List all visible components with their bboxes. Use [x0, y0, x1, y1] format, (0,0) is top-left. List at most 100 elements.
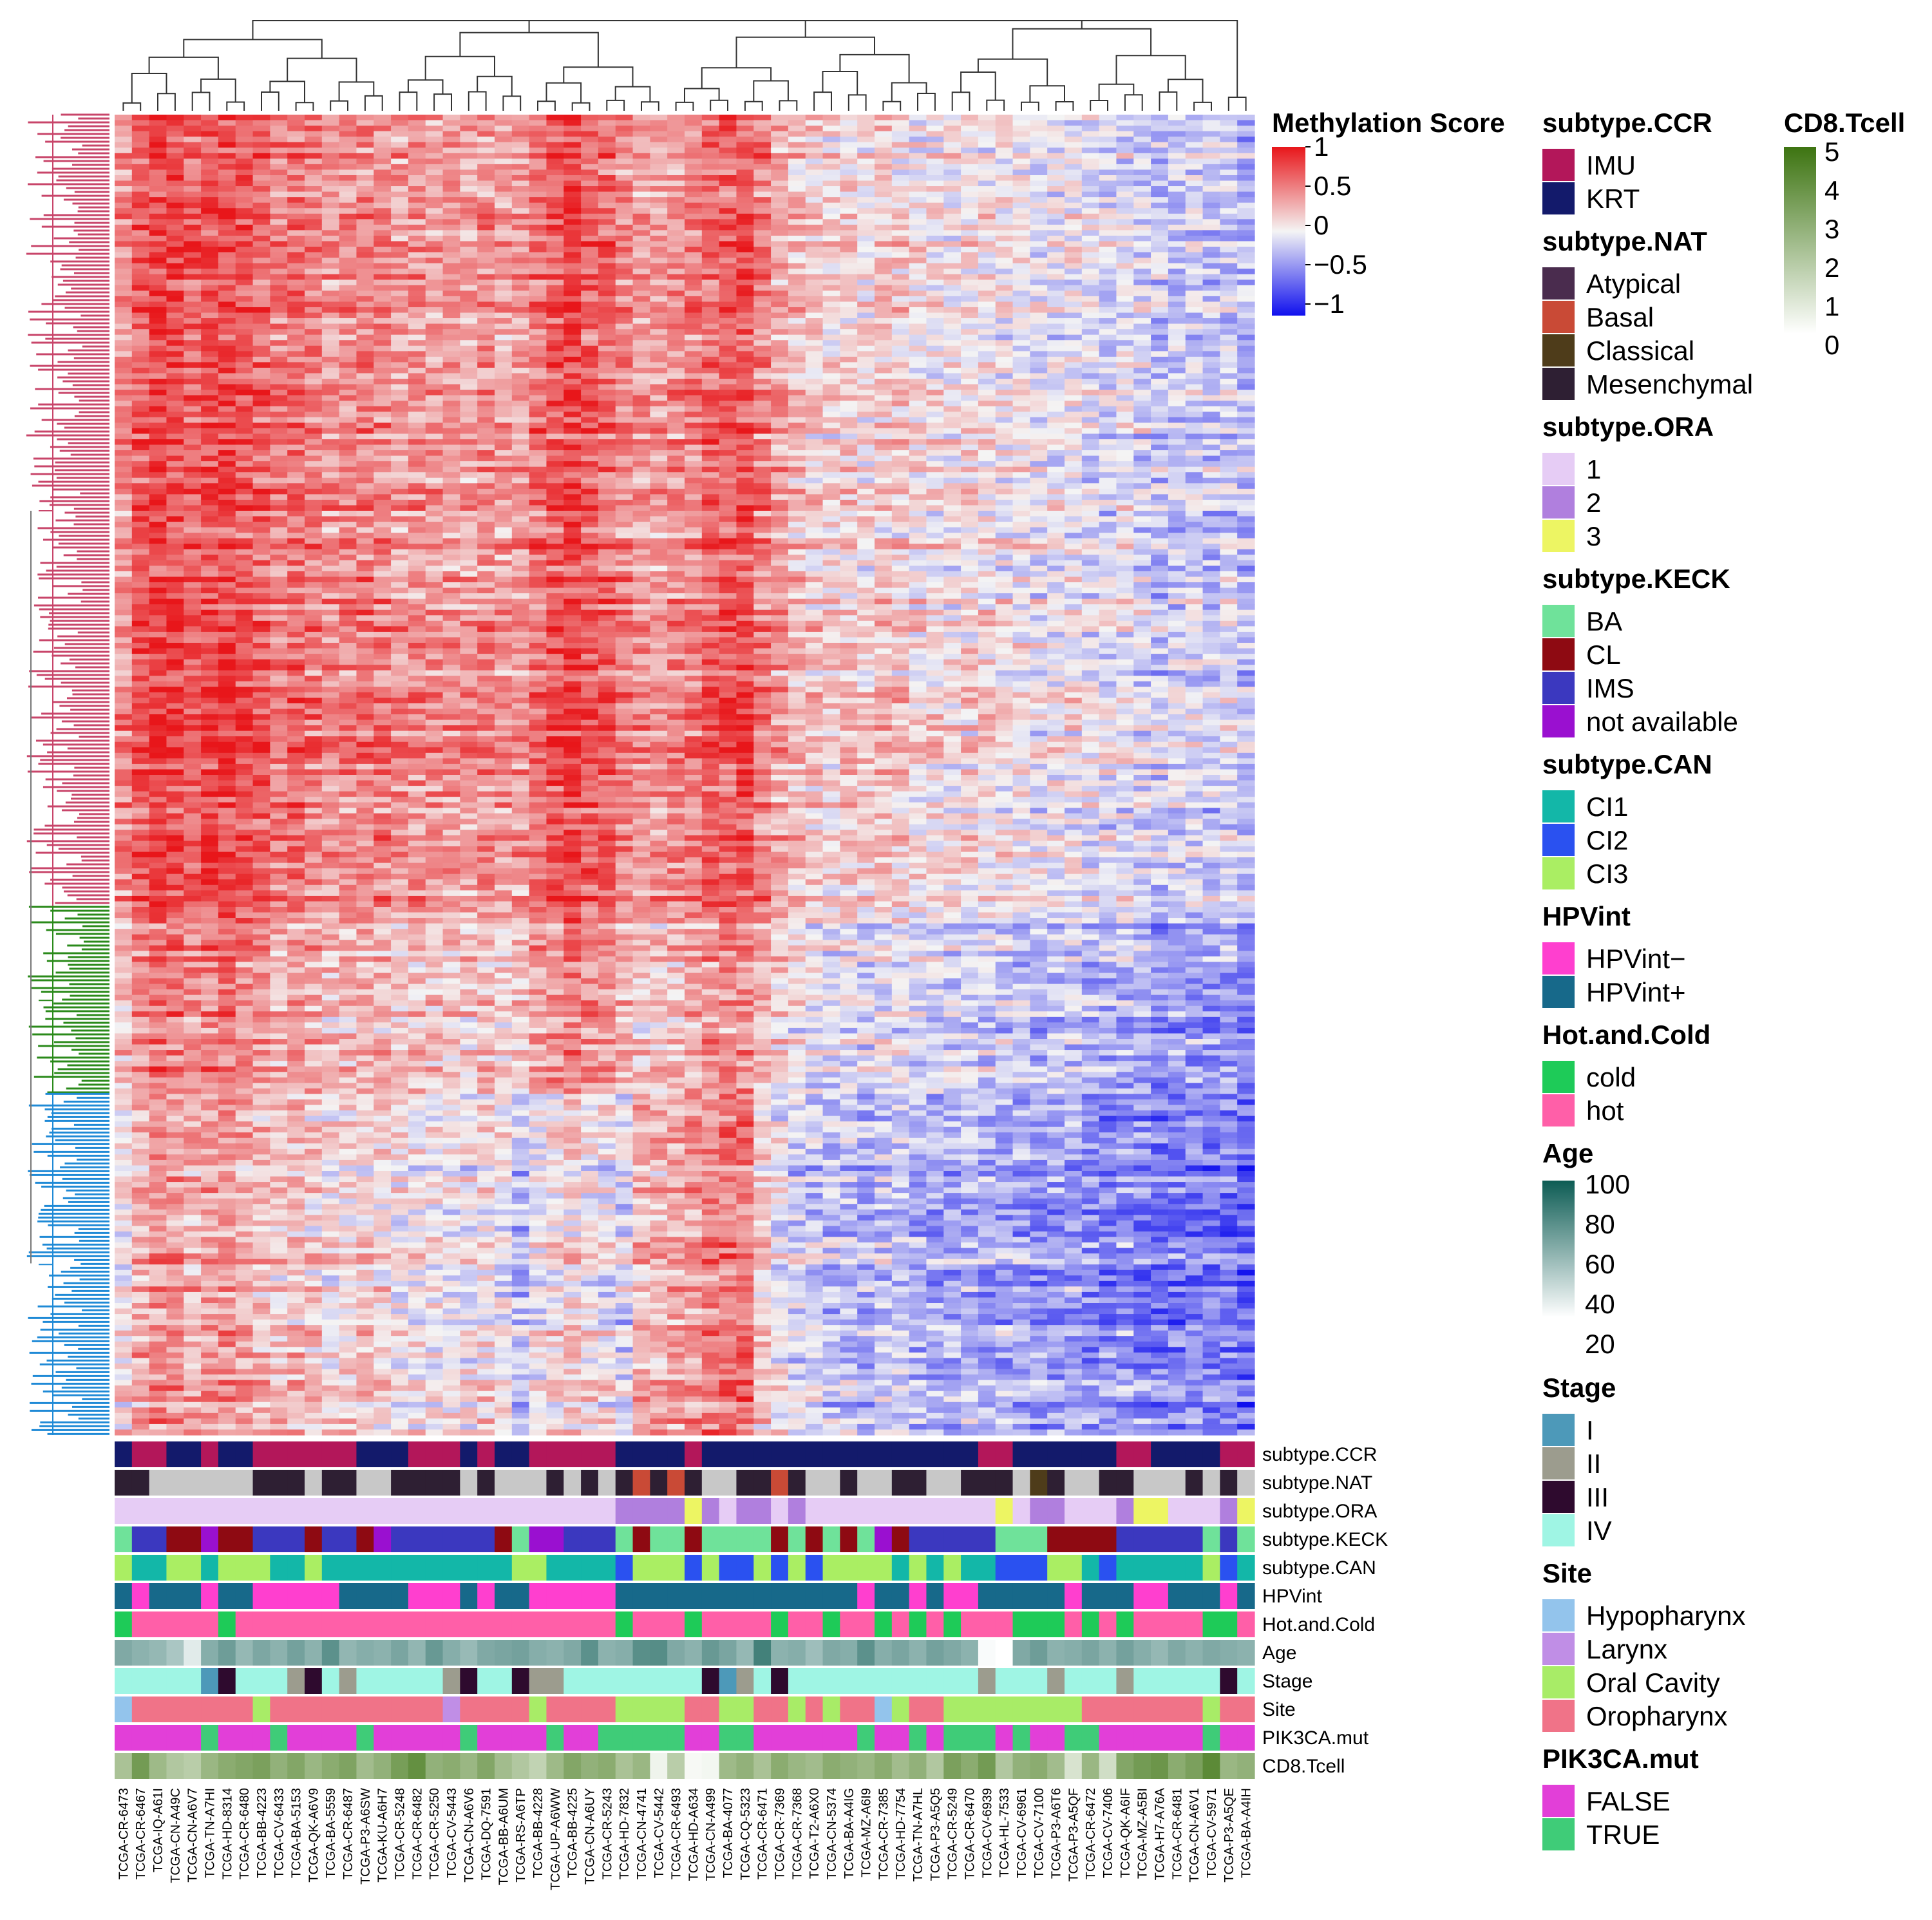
heatmap-cell: [581, 335, 598, 341]
heatmap-cell: [287, 406, 305, 412]
heatmap-cell: [408, 219, 426, 225]
heatmap-cell: [149, 263, 167, 269]
heatmap-cell: [719, 346, 737, 352]
heatmap-cell: [495, 351, 512, 357]
heatmap-cell: [1065, 120, 1082, 126]
heatmap-cell: [581, 169, 598, 175]
heatmap-cell: [1047, 428, 1065, 434]
heatmap-cell: [1030, 395, 1047, 401]
heatmap-cell: [374, 379, 391, 385]
heatmap-cell: [857, 131, 875, 137]
heatmap-cell: [218, 433, 236, 439]
heatmap-cell: [339, 158, 357, 164]
heatmap-cell: [1203, 406, 1220, 412]
heatmap-cell: [736, 433, 753, 439]
heatmap-cell: [823, 385, 840, 390]
heatmap-cell: [771, 175, 788, 181]
heatmap-cell: [184, 280, 201, 285]
heatmap-cell: [857, 329, 875, 335]
heatmap-cell: [305, 373, 322, 379]
heatmap-cell: [201, 307, 218, 313]
heatmap-cell: [529, 115, 547, 120]
heatmap-cell: [1099, 131, 1117, 137]
heatmap-cell: [149, 368, 167, 374]
heatmap-cell: [823, 296, 840, 302]
heatmap-cell: [1237, 489, 1255, 495]
heatmap-cell: [961, 225, 978, 231]
heatmap-cell: [1168, 368, 1186, 374]
heatmap-cell: [702, 280, 719, 285]
heatmap-cell: [943, 301, 961, 307]
heatmap-cell: [736, 456, 753, 462]
heatmap-cell: [546, 153, 564, 159]
heatmap-cell: [546, 115, 564, 120]
heatmap-cell: [1203, 379, 1220, 385]
heatmap-cell: [391, 318, 408, 324]
heatmap-cell: [184, 423, 201, 428]
heatmap-cell: [408, 456, 426, 462]
heatmap-cell: [356, 142, 374, 148]
heatmap-cell: [443, 461, 460, 467]
heatmap-cell: [771, 269, 788, 274]
heatmap-cell: [892, 395, 909, 401]
heatmap-cell: [218, 346, 236, 352]
heatmap-cell: [771, 296, 788, 302]
heatmap-cell: [909, 241, 927, 247]
heatmap-cell: [702, 467, 719, 473]
heatmap-cell: [840, 115, 857, 120]
heatmap-cell: [892, 379, 909, 385]
heatmap-cell: [667, 147, 685, 153]
heatmap-cell: [1203, 280, 1220, 285]
heatmap-cell: [943, 269, 961, 274]
heatmap-cell: [736, 252, 753, 258]
heatmap-cell: [806, 406, 823, 412]
row-cluster-3: [27, 1094, 109, 1435]
heatmap-cell: [356, 329, 374, 335]
heatmap-cell: [753, 280, 771, 285]
heatmap-cell: [581, 120, 598, 126]
heatmap-cell: [909, 258, 927, 263]
heatmap-cell: [339, 472, 357, 478]
heatmap-cell: [149, 318, 167, 324]
heatmap-cell: [1203, 263, 1220, 269]
heatmap-cell: [408, 489, 426, 495]
heatmap-cell: [650, 169, 667, 175]
heatmap-cell: [115, 153, 132, 159]
heatmap-cell: [1030, 263, 1047, 269]
heatmap-cell: [685, 318, 702, 324]
heatmap-cell: [1237, 351, 1255, 357]
heatmap-cell: [374, 169, 391, 175]
heatmap-cell: [909, 313, 927, 319]
heatmap-cell: [236, 428, 253, 434]
heatmap-cell: [305, 390, 322, 395]
heatmap-cell: [788, 412, 806, 417]
heatmap-cell: [495, 433, 512, 439]
heatmap-cell: [253, 385, 270, 390]
heatmap-cell: [184, 230, 201, 236]
heatmap-cell: [132, 467, 149, 473]
heatmap-cell: [391, 164, 408, 170]
heatmap-cell: [1151, 263, 1168, 269]
heatmap-cell: [218, 241, 236, 247]
heatmap-cell: [823, 478, 840, 484]
heatmap-cell: [218, 131, 236, 137]
heatmap-cell: [426, 153, 443, 159]
heatmap-cell: [771, 379, 788, 385]
heatmap-cell: [1133, 406, 1151, 412]
heatmap-cell: [1013, 373, 1030, 379]
heatmap-cell: [356, 241, 374, 247]
column-dendrogram-branch: [296, 102, 314, 111]
heatmap-cell: [961, 285, 978, 291]
heatmap-cell: [339, 307, 357, 313]
heatmap-cell: [1082, 181, 1099, 187]
heatmap-cell: [875, 461, 892, 467]
heatmap-cell: [753, 335, 771, 341]
heatmap-cell: [1116, 467, 1133, 473]
heatmap-cell: [201, 247, 218, 252]
heatmap-cell: [1013, 346, 1030, 352]
heatmap-cell: [546, 137, 564, 142]
heatmap-cell: [512, 373, 529, 379]
heatmap-cell: [926, 478, 943, 484]
heatmap-cell: [719, 153, 737, 159]
heatmap-cell: [322, 225, 339, 231]
